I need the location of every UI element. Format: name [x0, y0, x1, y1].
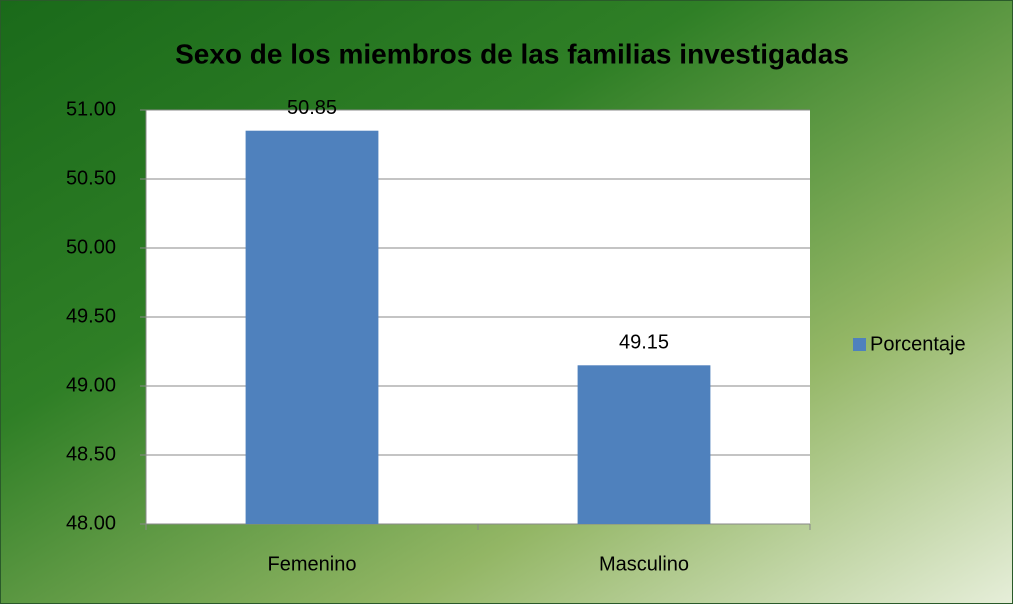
y-tick-label: 48.00 [66, 512, 116, 534]
y-tick-label: 50.50 [66, 167, 116, 189]
legend-swatch [853, 338, 866, 351]
bar [577, 365, 711, 524]
x-tick-label: Masculino [599, 553, 689, 575]
chart-title: Sexo de los miembros de las familias inv… [175, 38, 849, 69]
y-tick-label: 48.50 [66, 443, 116, 465]
data-label: 50.85 [287, 97, 337, 119]
y-tick-label: 50.00 [66, 236, 116, 258]
legend-label: Porcentaje [870, 333, 966, 355]
x-tick-label: Femenino [268, 553, 357, 575]
y-tick-label: 51.00 [66, 98, 116, 120]
data-label: 49.15 [619, 332, 669, 354]
y-tick-label: 49.00 [66, 374, 116, 396]
y-tick-label: 49.50 [66, 305, 116, 327]
bar [245, 130, 379, 524]
